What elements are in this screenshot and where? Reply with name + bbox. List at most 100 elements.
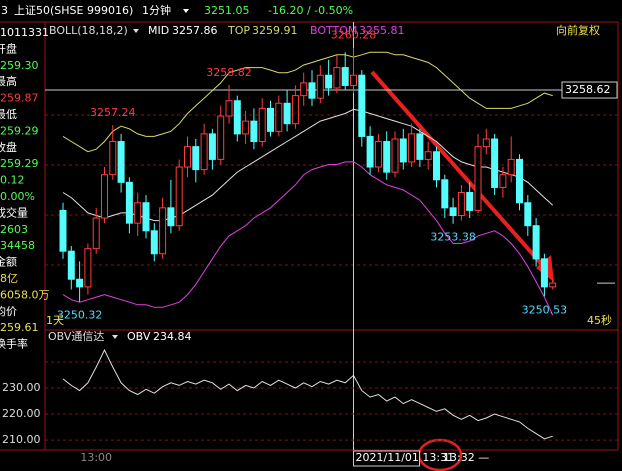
- info-item: 金额: [0, 255, 17, 269]
- candle-body: [159, 207, 167, 255]
- candle-body: [532, 225, 540, 260]
- candle-body: [366, 135, 374, 168]
- period[interactable]: 1分钟: [142, 3, 171, 17]
- obv-line: [62, 348, 553, 440]
- candle-body: [391, 138, 399, 173]
- candle-body: [457, 192, 465, 216]
- y-tick-label: 230.00: [2, 381, 41, 394]
- info-item: 34458: [0, 239, 35, 252]
- legend-value: 3259.91: [252, 24, 298, 37]
- instrument[interactable]: 上证50(SHSE 999016): [14, 4, 133, 17]
- candle-body: [416, 133, 424, 160]
- info-item: 换手率: [0, 337, 28, 351]
- band-line: [62, 51, 553, 153]
- candle-body: [524, 202, 532, 227]
- candle-body: [482, 138, 490, 148]
- adjust[interactable]: 向前复权: [556, 23, 600, 37]
- crosshair-box: [561, 81, 618, 99]
- info-item: 开盘: [0, 41, 17, 55]
- period-label: 1天: [46, 314, 64, 327]
- candle-body: [408, 133, 416, 163]
- crosshair-price: 3258.62: [565, 83, 611, 96]
- info-item: 2603: [0, 223, 28, 236]
- candle-body: [283, 102, 291, 125]
- candle-body: [374, 141, 382, 168]
- candle-body: [167, 207, 175, 227]
- info-item: 259.87: [0, 92, 39, 105]
- info-item: 6058.0万: [0, 288, 50, 301]
- info-item: 收盘: [0, 140, 17, 154]
- candle-body: [250, 120, 258, 143]
- candle-body: [192, 146, 200, 171]
- change: -16.20 / -0.50%: [268, 4, 353, 17]
- candle-body: [101, 174, 108, 219]
- legend-name: MID: [148, 24, 169, 37]
- info-item: 8亿: [0, 272, 18, 285]
- band-line: [62, 161, 554, 316]
- extreme-label: 3250.53: [522, 303, 568, 316]
- candle-body: [441, 179, 449, 209]
- x-tick-label: 13:32 —: [443, 451, 489, 464]
- candle-body: [383, 141, 391, 173]
- candle-body: [424, 151, 432, 160]
- last-price: 3251.05: [204, 4, 250, 17]
- candle-body: [150, 230, 158, 255]
- candle-body: [474, 146, 482, 211]
- candle-body: [275, 102, 283, 132]
- candle-body: [125, 181, 133, 224]
- candle-body: [499, 174, 507, 188]
- info-item: 259.61: [0, 321, 39, 334]
- candle-body: [350, 74, 357, 86]
- candle-body: [217, 115, 225, 160]
- obv-value: 234.84: [153, 330, 192, 343]
- indicator[interactable]: BOLL(18,18,2): [49, 24, 128, 37]
- candle-body: [516, 158, 523, 204]
- candle-body: [258, 107, 266, 143]
- info-item: 259.29: [0, 157, 39, 170]
- candle-body: [333, 67, 341, 89]
- candle-body: [92, 217, 100, 250]
- candle-body: [142, 202, 150, 232]
- candle-body: [67, 250, 75, 280]
- x-tick-label: 13:00: [80, 451, 112, 464]
- legend-value: 3257.86: [172, 24, 218, 37]
- arrow: [370, 70, 547, 270]
- y-tick-label: 210.00: [2, 433, 41, 446]
- dropdown-arrow: [112, 335, 118, 339]
- candle-body: [184, 146, 191, 168]
- extreme-label: 3257.24: [90, 106, 136, 119]
- info-item: 1011331: [0, 26, 49, 39]
- candle-body: [540, 258, 548, 288]
- countdown: 45秒: [587, 313, 612, 327]
- y-tick-label: 220.00: [2, 407, 41, 420]
- legend-name: TOP: [227, 24, 250, 37]
- candle-body: [491, 138, 499, 188]
- candle-body: [449, 207, 457, 216]
- obv-title: OBV通信达: [48, 330, 104, 343]
- candle-body: [109, 141, 117, 176]
- candle-body: [399, 138, 407, 163]
- candle-body: [242, 120, 250, 135]
- legend-name: BOTTOM: [310, 24, 357, 37]
- info-item: 成交量: [0, 205, 28, 219]
- crosshair-time-box: [353, 450, 420, 467]
- candle-body: [433, 151, 440, 181]
- candle-body: [76, 278, 84, 288]
- code: 3: [1, 4, 8, 17]
- dropdown-arrow[interactable]: [133, 29, 139, 33]
- candle-body: [267, 107, 274, 132]
- candle-body: [325, 74, 333, 89]
- extreme-label: 3253.38: [430, 231, 476, 244]
- candle-body: [84, 248, 92, 288]
- info-item: 最高: [0, 74, 17, 88]
- candle-body: [291, 95, 299, 125]
- extreme-label: 3260.28: [331, 29, 377, 42]
- candle-body: [308, 82, 316, 99]
- extreme-label: 3258.82: [206, 66, 252, 79]
- candle-body: [117, 141, 125, 183]
- candle-body: [208, 133, 216, 160]
- candle-body: [549, 282, 557, 288]
- dropdown-arrow[interactable]: [183, 9, 189, 13]
